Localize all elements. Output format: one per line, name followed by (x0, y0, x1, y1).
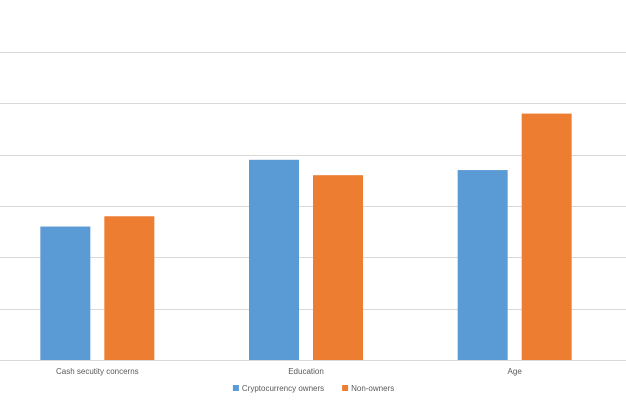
x-tick-label-0: Cash secutity concerns (56, 367, 139, 376)
legend-swatch-0 (232, 385, 239, 391)
bar-non-owners-0 (104, 216, 155, 360)
x-tick-labels: Cash secutity concerns Education Age (56, 367, 522, 376)
legend-label-0: Cryptocurrency owners (242, 384, 324, 393)
bar-non-owners-2 (521, 113, 572, 360)
x-tick-label-1: Education (288, 367, 324, 376)
bar-non-owners-1 (313, 175, 363, 360)
bar-owners-2 (457, 170, 508, 360)
bar-owners-1 (249, 159, 299, 360)
legend: Cryptocurrency owners Non-owners (232, 384, 394, 393)
bar-owners-0 (40, 226, 91, 360)
bars (40, 113, 572, 360)
legend-label-1: Non-owners (351, 384, 394, 393)
legend-swatch-1 (342, 385, 349, 391)
x-tick-label-2: Age (508, 367, 523, 376)
